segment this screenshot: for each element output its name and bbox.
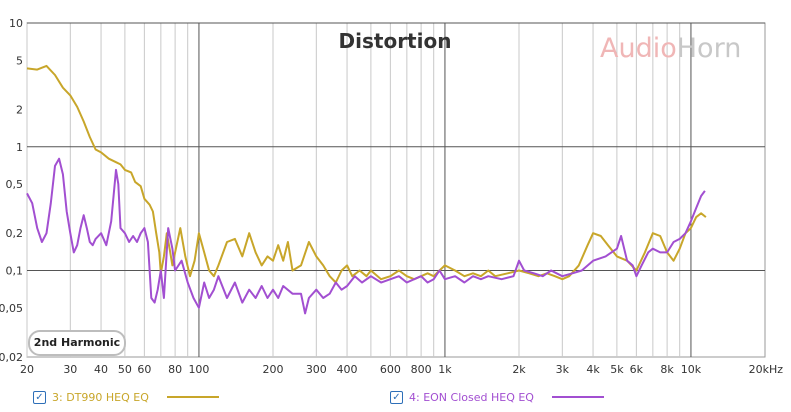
y-tick-label: 0,05 (0, 302, 23, 315)
x-tick-label: 8k (660, 363, 674, 376)
harmonic-label[interactable]: 2nd Harmonic (28, 330, 126, 356)
x-tick-label: 80 (168, 363, 182, 376)
x-tick-label: 40 (94, 363, 108, 376)
series-line-1 (26, 64, 707, 284)
x-tick-label: 6k (630, 363, 644, 376)
y-tick-label: 2 (16, 103, 23, 116)
plot-frame (26, 22, 766, 358)
eon-checkbox[interactable]: ✓ (390, 390, 403, 404)
y-tick-label: 0,1 (6, 265, 24, 278)
legend-item-eon[interactable]: ✓ 4: EON Closed HEQ EQ (390, 388, 604, 406)
x-tick-label: 30 (63, 363, 77, 376)
x-tick-label: 600 (380, 363, 401, 376)
legend-swatch-eon (551, 396, 604, 398)
legend-label-eon: 4: EON Closed HEQ EQ (409, 390, 534, 404)
y-tick-label: 1 (16, 141, 23, 154)
series-line-2 (26, 157, 706, 315)
x-tick-label: 5k (610, 363, 624, 376)
x-tick-label: 1k (438, 363, 452, 376)
chart-title: Distortion (339, 29, 452, 53)
x-tick-label: 200 (263, 363, 284, 376)
x-tick-label: 300 (306, 363, 327, 376)
y-tick-label: 5 (16, 54, 23, 67)
y-tick-label: 0,5 (6, 178, 24, 191)
x-tick-label: 20kHz (749, 363, 784, 376)
x-tick-label: 400 (337, 363, 358, 376)
x-tick-label: 100 (188, 363, 209, 376)
y-tick-label: 0,02 (0, 351, 23, 364)
x-tick-label: 60 (137, 363, 151, 376)
x-tick-label: 3k (556, 363, 570, 376)
x-tick-label: 20 (20, 363, 34, 376)
legend-item-dt990[interactable]: ✓ 3: DT990 HEQ EQ (33, 388, 219, 406)
dt990-checkbox[interactable]: ✓ (33, 390, 46, 404)
x-tick-label: 2k (512, 363, 526, 376)
watermark-logo: AudioHorn (600, 33, 741, 64)
y-tick-label: 10 (9, 17, 23, 30)
x-tick-label: 10k (681, 363, 702, 376)
x-tick-label: 50 (118, 363, 132, 376)
legend-label-dt990: 3: DT990 HEQ EQ (52, 390, 149, 404)
y-tick-label: 0,2 (6, 227, 24, 240)
x-tick-label: 800 (411, 363, 432, 376)
x-tick-label: 4k (586, 363, 600, 376)
legend-swatch-dt990 (166, 396, 219, 398)
